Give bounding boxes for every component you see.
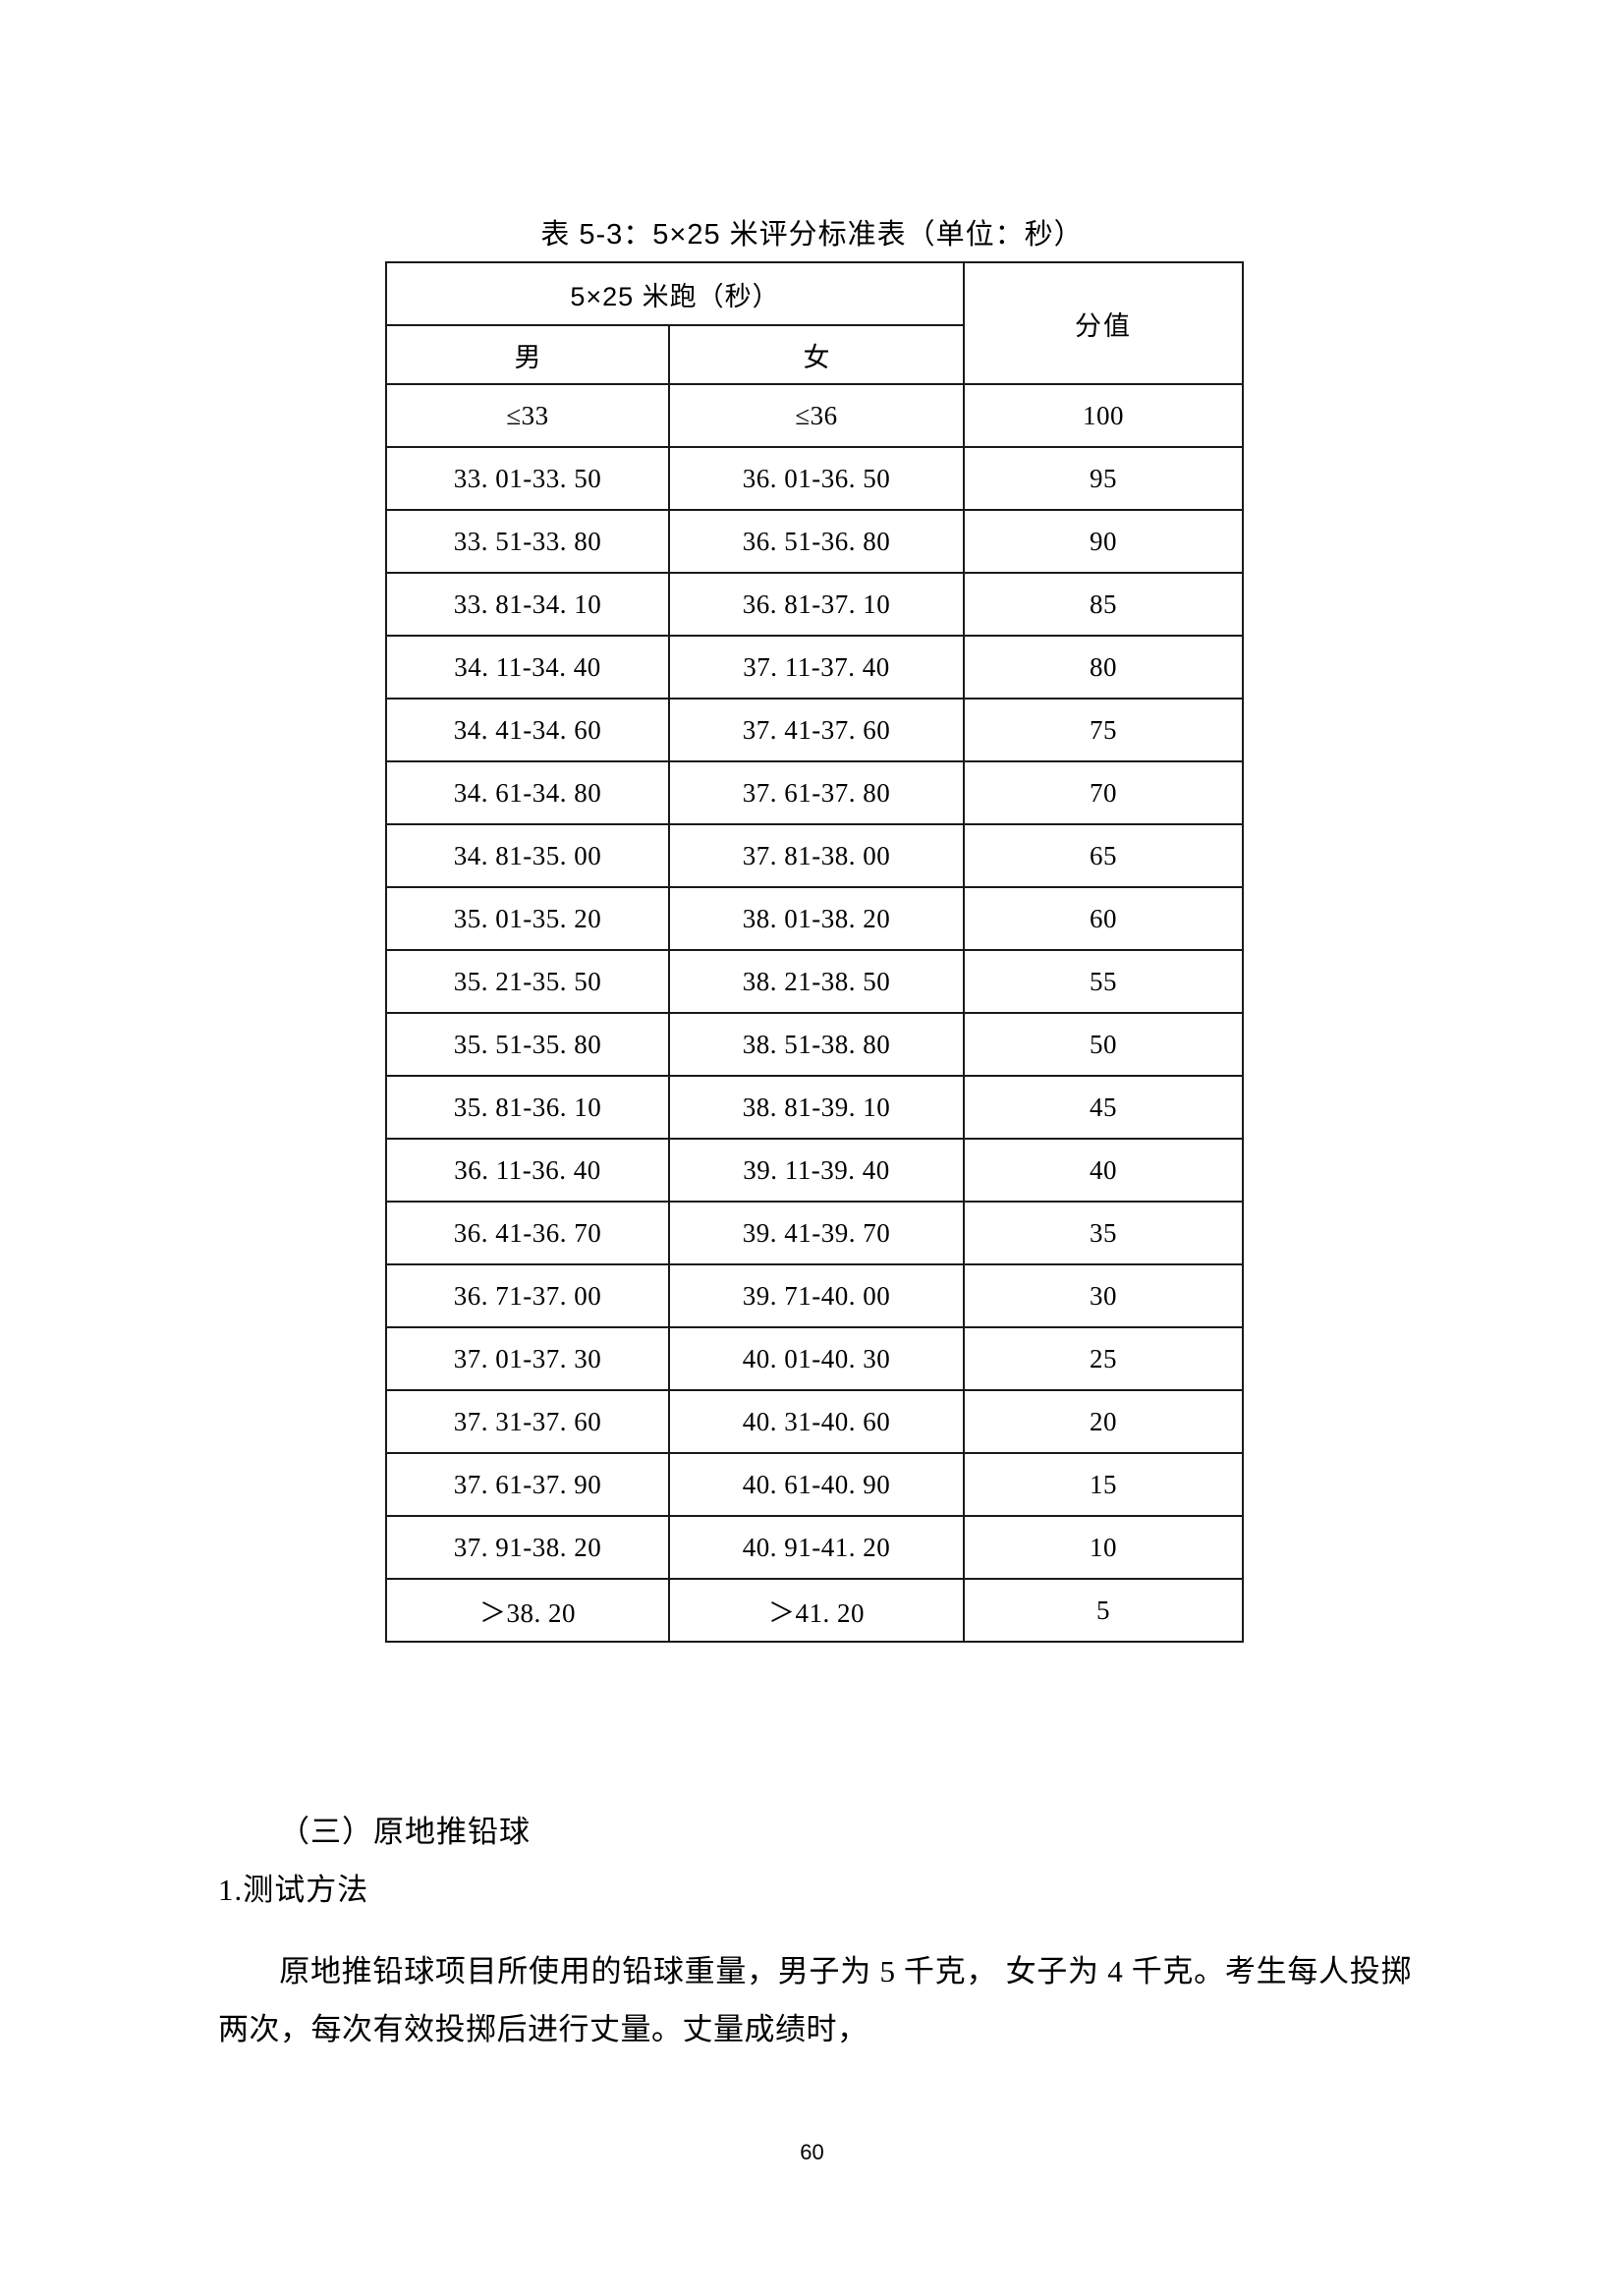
score-table-container: 5×25 米跑（秒） 分值 男 女 ≤33 ≤36 100 33. 01-33. 50… [384, 261, 1245, 1643]
cell-male-range: 35. 81-36. 10 [385, 1075, 670, 1140]
cell-female-range: 38. 21-38. 50 [667, 949, 966, 1014]
header-female-label: 女 [667, 324, 966, 385]
cell-score-value: 5 [963, 1578, 1245, 1643]
cell-score-value: 45 [963, 1075, 1245, 1140]
header-male-label: 男 [385, 324, 670, 385]
cell-score-value: 30 [963, 1263, 1245, 1328]
cell-female-range: ＞41. 20 [667, 1578, 966, 1643]
table-row: 33. 01-33. 50 36. 01-36. 50 95 [385, 446, 1245, 511]
cell-male-range: 33. 01-33. 50 [385, 446, 670, 511]
cell-score-value: 35 [963, 1201, 1245, 1265]
cell-male-range: 33. 81-34. 10 [385, 572, 670, 637]
cell-score-value: 10 [963, 1515, 1245, 1580]
cell-male-range: 37. 91-38. 20 [385, 1515, 670, 1580]
cell-score-value: 100 [963, 383, 1245, 448]
cell-female-range: 40. 01-40. 30 [667, 1326, 966, 1391]
cell-male-range: 36. 11-36. 40 [385, 1138, 670, 1203]
cell-male-range: 37. 01-37. 30 [385, 1326, 670, 1391]
header-score-label: 分值 [963, 261, 1245, 385]
cell-score-value: 25 [963, 1326, 1245, 1391]
cell-female-range: 38. 51-38. 80 [667, 1012, 966, 1077]
cell-score-value: 80 [963, 635, 1245, 700]
table-row: ≤33 ≤36 100 [385, 383, 1245, 448]
cell-male-range: 37. 61-37. 90 [385, 1452, 670, 1517]
table-row: 37. 91-38. 20 40. 91-41. 20 10 [385, 1515, 1245, 1580]
cell-female-range: 37. 41-37. 60 [667, 698, 966, 762]
cell-female-range: 39. 11-39. 40 [667, 1138, 966, 1203]
cell-female-range: 38. 81-39. 10 [667, 1075, 966, 1140]
cell-score-value: 85 [963, 572, 1245, 637]
cell-female-range: 36. 81-37. 10 [667, 572, 966, 637]
cell-female-range: 37. 61-37. 80 [667, 760, 966, 825]
table-header-row-sex: 男 女 [385, 324, 1243, 385]
cell-score-value: 50 [963, 1012, 1245, 1077]
table-row: 36. 71-37. 00 39. 71-40. 00 30 [385, 1263, 1245, 1328]
cell-score-value: 55 [963, 949, 1245, 1014]
cell-female-range: 40. 61-40. 90 [667, 1452, 966, 1517]
table-row: 35. 21-35. 50 38. 21-38. 50 55 [385, 949, 1245, 1014]
table-row: 37. 01-37. 30 40. 01-40. 30 25 [385, 1326, 1245, 1391]
cell-male-range: ＞38. 20 [385, 1578, 670, 1643]
cell-score-value: 75 [963, 698, 1245, 762]
cell-male-range: 35. 01-35. 20 [385, 886, 670, 951]
table-row: 35. 51-35. 80 38. 51-38. 80 50 [385, 1012, 1245, 1077]
table-body: ≤33 ≤36 100 33. 01-33. 50 36. 01-36. 50 95 33.… [385, 383, 1245, 1643]
section-heading: （三）原地推铅球 [279, 1815, 531, 1849]
cell-male-range: 36. 71-37. 00 [385, 1263, 670, 1328]
score-standard-table: 5×25 米跑（秒） 分值 男 女 ≤33 ≤36 100 33. 01-33. 50… [384, 261, 1245, 1643]
cell-score-value: 90 [963, 509, 1245, 574]
table-row: 34. 81-35. 00 37. 81-38. 00 65 [385, 823, 1245, 888]
table-row: 35. 01-35. 20 38. 01-38. 20 60 [385, 886, 1245, 951]
cell-score-value: 95 [963, 446, 1245, 511]
cell-female-range: 37. 81-38. 00 [667, 823, 966, 888]
cell-male-range: 34. 41-34. 60 [385, 698, 670, 762]
cell-score-value: 40 [963, 1138, 1245, 1203]
sub-heading-test-method: 1.测试方法 [218, 1873, 369, 1907]
table-header: 5×25 米跑（秒） 分值 男 女 [384, 261, 1245, 385]
paragraph-text: 原地推铅球项目所使用的铅球重量，男子为 5 千克， 女子为 4 千克。考生每人投… [218, 1954, 1412, 2046]
cell-male-range: 37. 31-37. 60 [385, 1389, 670, 1454]
cell-male-range: 34. 81-35. 00 [385, 823, 670, 888]
table-header-row-event: 5×25 米跑（秒） 分值 [384, 261, 1245, 385]
table-row: 35. 81-36. 10 38. 81-39. 10 45 [385, 1075, 1245, 1140]
cell-score-value: 20 [963, 1389, 1245, 1454]
cell-female-range: 36. 51-36. 80 [667, 509, 966, 574]
table-row: 37. 61-37. 90 40. 61-40. 90 15 [385, 1452, 1245, 1517]
cell-score-value: 60 [963, 886, 1245, 951]
page-number: 60 [800, 2140, 824, 2164]
cell-male-range: 35. 21-35. 50 [385, 949, 670, 1014]
cell-female-range: 36. 01-36. 50 [667, 446, 966, 511]
cell-score-value: 65 [963, 823, 1245, 888]
cell-female-range: 37. 11-37. 40 [667, 635, 966, 700]
table-row: 33. 51-33. 80 36. 51-36. 80 90 [385, 509, 1245, 574]
header-event-label: 5×25 米跑（秒） [384, 261, 966, 326]
cell-male-range: 34. 61-34. 80 [385, 760, 670, 825]
cell-male-range: 34. 11-34. 40 [385, 635, 670, 700]
cell-score-value: 70 [963, 760, 1245, 825]
table-row: 34. 11-34. 40 37. 11-37. 40 80 [385, 635, 1245, 700]
table-row: ＞38. 20 ＞41. 20 5 [385, 1578, 1245, 1643]
cell-female-range: 40. 91-41. 20 [667, 1515, 966, 1580]
cell-male-range: 35. 51-35. 80 [385, 1012, 670, 1077]
cell-female-range: 40. 31-40. 60 [667, 1389, 966, 1454]
cell-male-range: 33. 51-33. 80 [385, 509, 670, 574]
cell-female-range: ≤36 [667, 383, 966, 448]
table-row: 36. 11-36. 40 39. 11-39. 40 40 [385, 1138, 1245, 1203]
table-row: 37. 31-37. 60 40. 31-40. 60 20 [385, 1389, 1245, 1454]
cell-male-range: 36. 41-36. 70 [385, 1201, 670, 1265]
cell-female-range: 38. 01-38. 20 [667, 886, 966, 951]
table-row: 33. 81-34. 10 36. 81-37. 10 85 [385, 572, 1245, 637]
cell-female-range: 39. 71-40. 00 [667, 1263, 966, 1328]
table-row: 34. 41-34. 60 37. 41-37. 60 75 [385, 698, 1245, 762]
cell-female-range: 39. 41-39. 70 [667, 1201, 966, 1265]
table-row: 34. 61-34. 80 37. 61-37. 80 70 [385, 760, 1245, 825]
table-caption: 表 5-3：5×25 米评分标准表（单位：秒） [540, 219, 1084, 251]
cell-score-value: 15 [963, 1452, 1245, 1517]
body-paragraph: 原地推铅球项目所使用的铅球重量，男子为 5 千克， 女子为 4 千克。考生每人投… [218, 1942, 1412, 2058]
cell-male-range: ≤33 [385, 383, 670, 448]
table-row: 36. 41-36. 70 39. 41-39. 70 35 [385, 1201, 1245, 1265]
